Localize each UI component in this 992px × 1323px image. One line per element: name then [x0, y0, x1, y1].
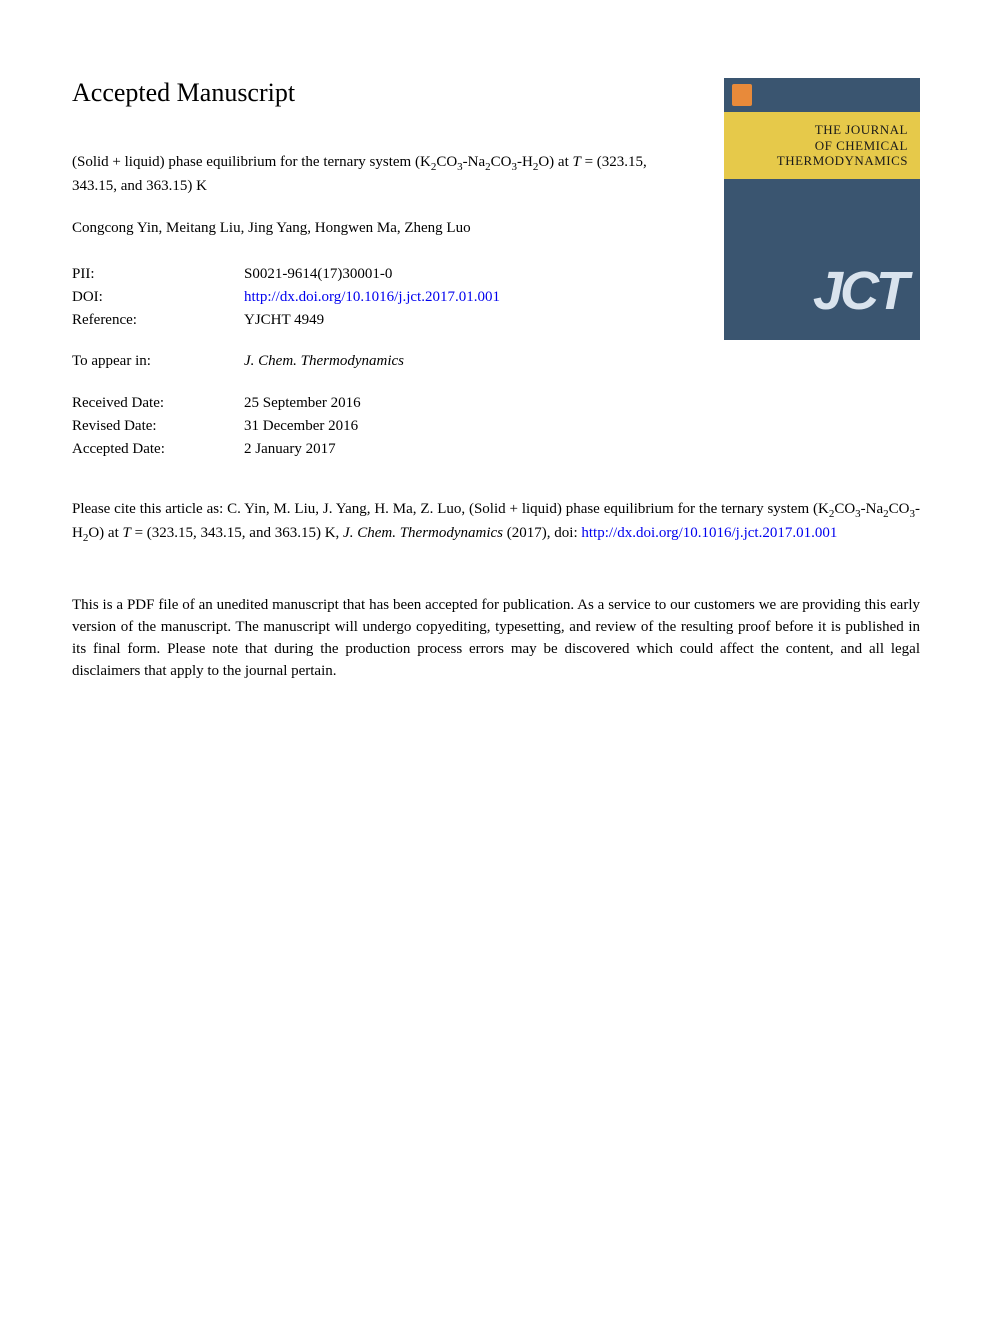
meta-row-doi: DOI: http://dx.doi.org/10.1016/j.jct.201… [72, 286, 662, 309]
meta-row-accepted: Accepted Date: 2 January 2017 [72, 438, 662, 461]
meta-label: Received Date: [72, 392, 244, 415]
cover-title-band: THE JOURNAL OF CHEMICAL THERMODYNAMICS [724, 112, 920, 183]
cover-line1: THE JOURNAL [736, 122, 908, 138]
meta-label: DOI: [72, 286, 244, 309]
elsevier-tree-icon [732, 84, 752, 106]
title-text: CO [436, 154, 457, 170]
title-text: O) at [538, 154, 572, 170]
citation-text: Please cite this article as: C. Yin, M. … [72, 499, 920, 547]
title-text: -Na [463, 154, 486, 170]
title-text: CO [491, 154, 512, 170]
cite-var: T [123, 525, 131, 541]
meta-value: S0021-9614(17)30001-0 [244, 263, 662, 286]
authors: Congcong Yin, Meitang Liu, Jing Yang, Ho… [72, 220, 662, 237]
metadata-table: PII: S0021-9614(17)30001-0 DOI: http://d… [72, 263, 662, 462]
article-title: (Solid + liquid) phase equilibrium for t… [72, 152, 662, 198]
meta-value: J. Chem. Thermodynamics [244, 350, 662, 373]
meta-label: Reference: [72, 309, 244, 332]
title-var: T [572, 154, 580, 170]
meta-row-reference: Reference: YJCHT 4949 [72, 309, 662, 332]
meta-label: To appear in: [72, 350, 244, 373]
meta-label: Revised Date: [72, 415, 244, 438]
content-area: (Solid + liquid) phase equilibrium for t… [72, 152, 662, 461]
cite-text: CO [889, 501, 910, 517]
meta-value: 2 January 2017 [244, 438, 662, 461]
cite-text: CO [834, 501, 855, 517]
meta-value: YJCHT 4949 [244, 309, 662, 332]
meta-value: 31 December 2016 [244, 415, 662, 438]
meta-row-revised: Revised Date: 31 December 2016 [72, 415, 662, 438]
cite-doi-link[interactable]: dx.doi.org/10.1016/j.jct.2017.01.001 [617, 525, 837, 541]
meta-label: Accepted Date: [72, 438, 244, 461]
journal-cover: THE JOURNAL OF CHEMICAL THERMODYNAMICS J… [724, 78, 920, 340]
meta-row-received: Received Date: 25 September 2016 [72, 392, 662, 415]
doi-link[interactable]: http://dx.doi.org/10.1016/j.jct.2017.01.… [244, 286, 662, 309]
disclaimer-text: This is a PDF file of an unedited manusc… [72, 595, 920, 682]
meta-value: 25 September 2016 [244, 392, 662, 415]
cite-text: O) at [88, 525, 122, 541]
meta-row-pii: PII: S0021-9614(17)30001-0 [72, 263, 662, 286]
cite-text: -Na [861, 501, 884, 517]
cover-top-bar [724, 78, 920, 112]
cover-line2: OF CHEMICAL [736, 138, 908, 154]
cite-text: Please cite this article as: C. Yin, M. … [72, 501, 829, 517]
cite-journal: J. Chem. Thermodynamics [343, 525, 503, 541]
cite-text: (2017), doi: [503, 525, 581, 541]
title-text: -H [517, 154, 533, 170]
cite-doi-link[interactable]: http:// [581, 525, 617, 541]
meta-label: PII: [72, 263, 244, 286]
cite-text: = (323.15, 343.15, and 363.15) K, [131, 525, 343, 541]
cover-line3: THERMODYNAMICS [736, 153, 908, 169]
title-text: (Solid + liquid) phase equilibrium for t… [72, 154, 431, 170]
meta-row-appear: To appear in: J. Chem. Thermodynamics [72, 350, 662, 373]
cover-logo: JCT [813, 260, 906, 322]
